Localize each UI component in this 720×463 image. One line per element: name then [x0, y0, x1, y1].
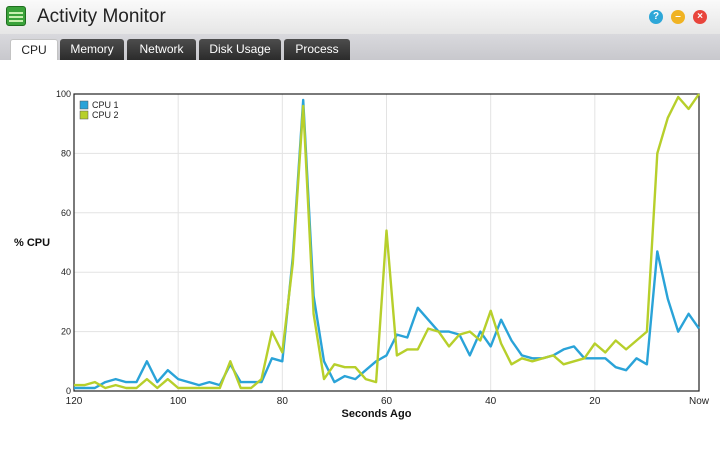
- y-tick-label: 100: [56, 89, 71, 99]
- y-tick-label: 20: [61, 327, 71, 337]
- x-tick-label: 40: [485, 396, 497, 407]
- legend-label-cpu-1: CPU 1: [92, 100, 119, 110]
- x-tick-label: 20: [589, 396, 601, 407]
- x-tick-label: 60: [381, 396, 393, 407]
- plot-frame: [73, 93, 700, 392]
- x-tick-label: 100: [170, 396, 187, 407]
- help-button[interactable]: ?: [649, 10, 663, 24]
- close-icon: ×: [697, 11, 703, 22]
- x-tick-label: 80: [277, 396, 289, 407]
- minimize-icon: –: [675, 11, 681, 22]
- x-tick-label: Now: [689, 396, 710, 407]
- x-axis-label: Seconds Ago: [342, 408, 412, 420]
- app-icon-bar: [9, 12, 23, 14]
- series-line-cpu-1: [74, 98, 700, 390]
- window-title: Activity Monitor: [37, 6, 166, 27]
- tab-network[interactable]: Network: [127, 39, 196, 60]
- y-tick-label: 0: [66, 386, 71, 396]
- legend-swatch-cpu-1: [79, 100, 89, 110]
- minimize-button[interactable]: –: [671, 10, 685, 24]
- activity-chart-icon: [6, 6, 26, 26]
- y-tick-label: 60: [61, 208, 71, 218]
- tab-disk-usage[interactable]: Disk Usage: [199, 39, 281, 60]
- tab-cpu[interactable]: CPU: [10, 39, 58, 60]
- y-tick-label: 40: [61, 267, 71, 277]
- title-bar: Activity Monitor ? – ×: [0, 0, 720, 34]
- cpu-chart-panel: 120 100 80 60 40 20 Now 0 20 40 60 80 100 Seconds Ago…: [0, 60, 720, 458]
- tab-process[interactable]: Process: [284, 39, 350, 60]
- close-button[interactable]: ×: [693, 10, 707, 24]
- y-axis-label: % CPU: [14, 237, 50, 249]
- series-line-cpu-2: [74, 93, 700, 390]
- cpu-chart: 120 100 80 60 40 20 Now 0 20 40 60 80 100 Seconds Ago…: [14, 89, 710, 420]
- tab-bar: CPU Memory Network Disk Usage Process: [0, 34, 720, 60]
- x-tick-label: 120: [66, 396, 83, 407]
- legend-swatch-cpu-2: [79, 110, 89, 120]
- app-icon-bar: [9, 20, 23, 22]
- app-icon-bar: [9, 16, 23, 18]
- y-tick-label: 80: [61, 148, 71, 158]
- tab-memory[interactable]: Memory: [60, 39, 124, 60]
- legend-label-cpu-2: CPU 2: [92, 110, 119, 120]
- help-icon: ?: [652, 11, 660, 22]
